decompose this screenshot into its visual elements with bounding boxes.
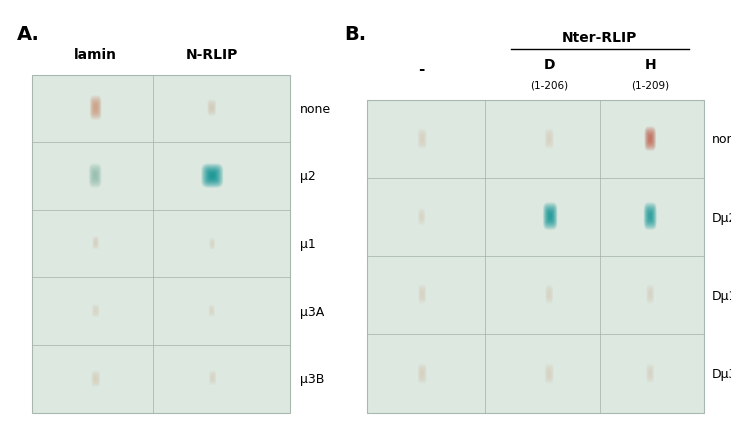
Text: μ1: μ1 xyxy=(300,237,315,250)
Text: Dμ2: Dμ2 xyxy=(712,211,731,224)
Text: lamin: lamin xyxy=(74,48,117,62)
Text: none: none xyxy=(712,133,731,146)
Text: -: - xyxy=(418,62,425,76)
Text: μ3A: μ3A xyxy=(300,305,324,318)
Text: Dμ1: Dμ1 xyxy=(712,289,731,302)
Text: A.: A. xyxy=(17,25,39,44)
Text: N-RLIP: N-RLIP xyxy=(186,48,238,62)
FancyBboxPatch shape xyxy=(367,100,704,413)
Text: D: D xyxy=(544,58,555,72)
Text: B.: B. xyxy=(344,25,366,44)
Text: (1-206): (1-206) xyxy=(530,81,569,91)
Text: H: H xyxy=(644,58,656,72)
FancyBboxPatch shape xyxy=(32,76,290,413)
Text: (1-209): (1-209) xyxy=(631,81,669,91)
Text: Dμ3: Dμ3 xyxy=(712,367,731,380)
Text: μ2: μ2 xyxy=(300,170,315,183)
Text: none: none xyxy=(300,102,330,115)
Text: μ3B: μ3B xyxy=(300,372,324,385)
Text: Nter-RLIP: Nter-RLIP xyxy=(562,31,637,45)
